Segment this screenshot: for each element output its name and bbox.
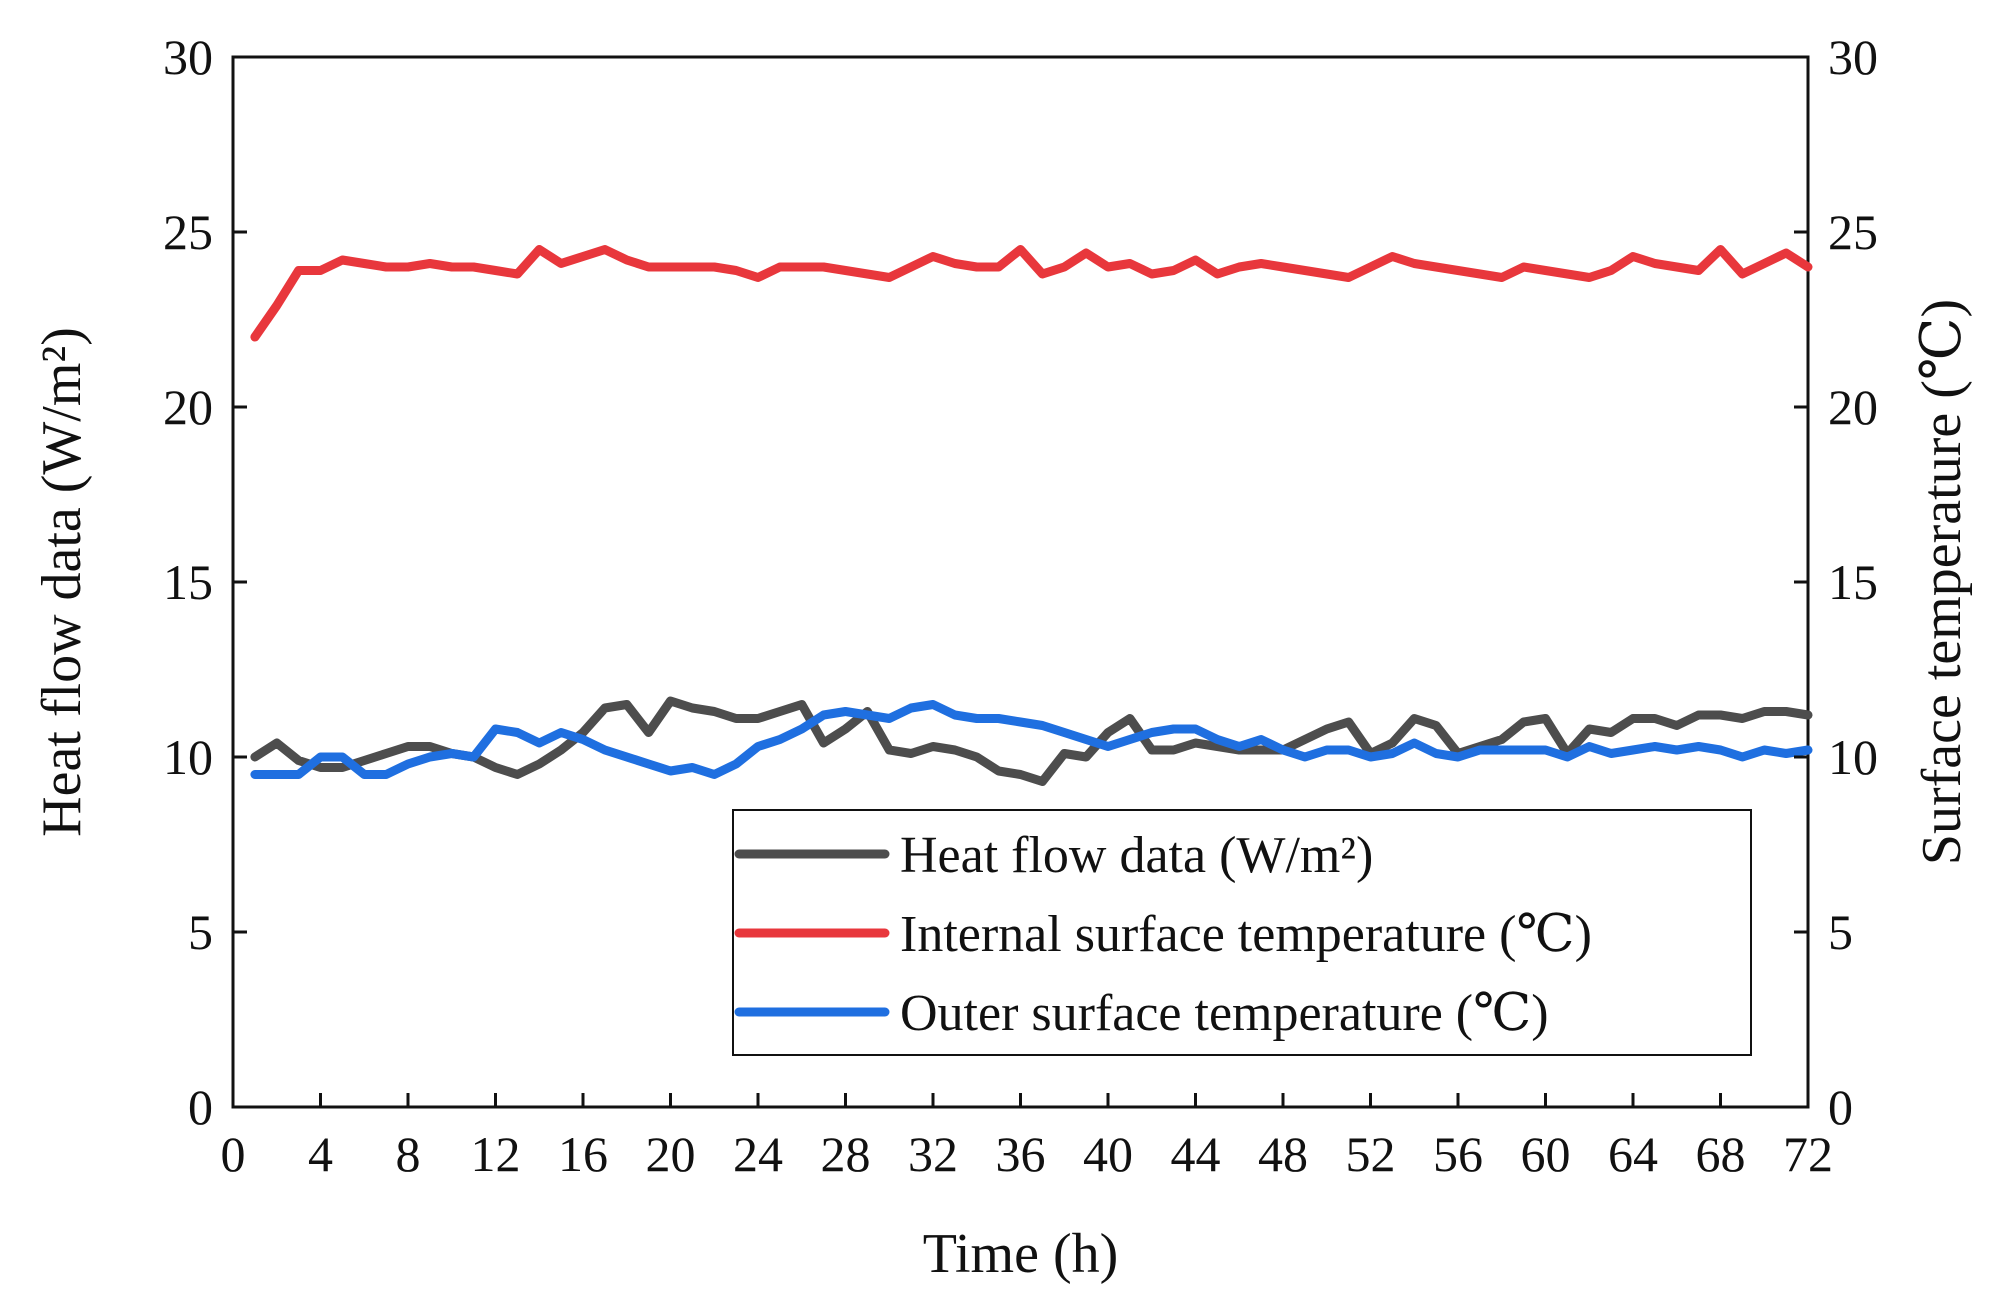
x-tick-label: 20: [646, 1126, 696, 1182]
x-tick-label: 0: [221, 1126, 246, 1182]
legend-label-3: Outer surface temperature (℃): [900, 985, 1549, 1042]
legend-label-1: Heat flow data (W/m²): [900, 827, 1373, 884]
y-right-tick-label: 20: [1828, 379, 1878, 435]
y-right-tick-label: 5: [1828, 904, 1853, 960]
y-axis-left: 0 5 10 15 20 25 30: [163, 29, 247, 1135]
y-left-tick-label: 20: [163, 379, 213, 435]
y-axis-right: 0 5 10 15 20 25 30: [1794, 29, 1878, 1135]
x-axis: 0 4 8 12 16 20 24 28 32 36 40 44 48 52 56 60 64 68 72: [221, 1093, 1833, 1182]
x-tick-label: 60: [1521, 1126, 1571, 1182]
x-tick-label: 4: [308, 1126, 333, 1182]
x-tick-label: 48: [1258, 1126, 1308, 1182]
x-tick-label: 64: [1608, 1126, 1658, 1182]
x-tick-label: 68: [1696, 1126, 1746, 1182]
series-layer: [250, 245, 1813, 786]
series-line-1: [250, 696, 1813, 786]
legend-box: [732, 809, 1752, 1056]
y-left-tick-label: 15: [163, 554, 213, 610]
x-tick-label: 56: [1433, 1126, 1483, 1182]
y-left-tick-label: 10: [163, 729, 213, 785]
y-left-tick-label: 0: [188, 1079, 213, 1135]
y-left-tick-label: 30: [163, 29, 213, 85]
x-axis-title: Time (h): [923, 1223, 1119, 1285]
x-tick-label: 8: [396, 1126, 421, 1182]
y-right-tick-label: 30: [1828, 29, 1878, 85]
y-right-tick-label: 25: [1828, 204, 1878, 260]
x-tick-label: 32: [908, 1126, 958, 1182]
legend: Heat flow data (W/m²) Internal surface te…: [732, 809, 1752, 1056]
y-right-tick-label: 0: [1828, 1079, 1853, 1135]
y-right-tick-label: 10: [1828, 729, 1878, 785]
y-axis-right-title: Surface temperature (℃): [1911, 299, 1973, 865]
x-tick-label: 40: [1083, 1126, 1133, 1182]
series-line-3: [250, 700, 1813, 779]
x-tick-label: 44: [1171, 1126, 1221, 1182]
x-tick-label: 12: [471, 1126, 521, 1182]
y-axis-left-title: Heat flow data (W/m²): [31, 327, 93, 837]
x-tick-label: 72: [1783, 1126, 1833, 1182]
y-right-tick-label: 15: [1828, 554, 1878, 610]
x-tick-label: 16: [558, 1126, 608, 1182]
x-tick-label: 36: [996, 1126, 1046, 1182]
y-left-tick-label: 25: [163, 204, 213, 260]
series-line-2: [250, 245, 1813, 342]
x-tick-label: 52: [1346, 1126, 1396, 1182]
legend-label-2: Internal surface temperature (℃): [900, 906, 1592, 963]
x-tick-label: 28: [821, 1126, 871, 1182]
y-left-tick-label: 5: [188, 904, 213, 960]
x-tick-label: 24: [733, 1126, 783, 1182]
